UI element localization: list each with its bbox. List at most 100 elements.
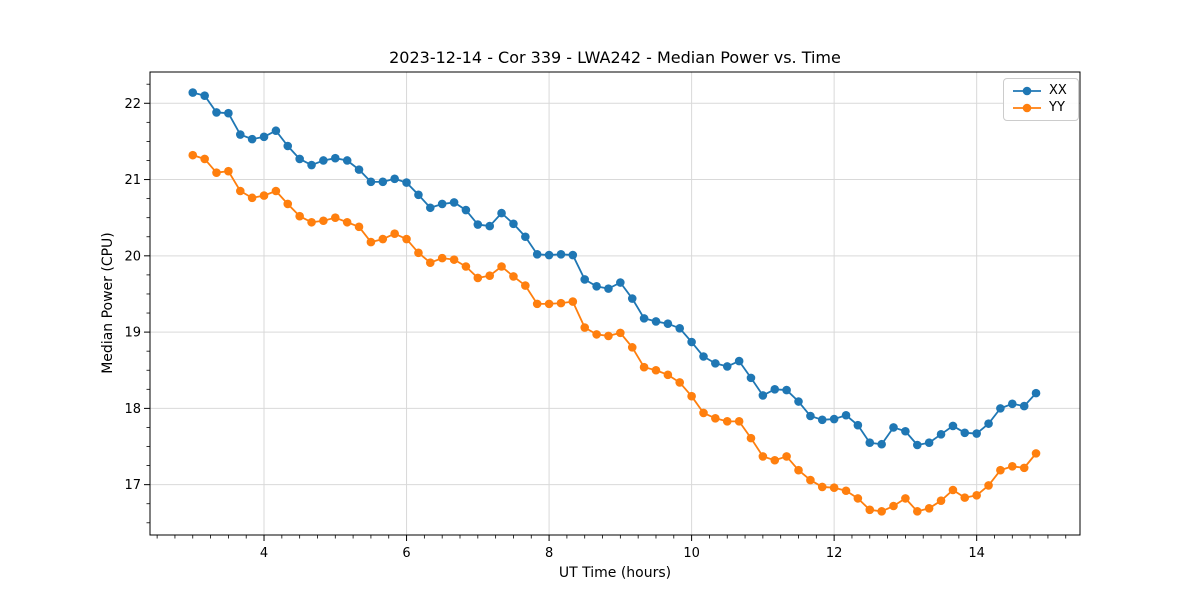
series-yy-marker (604, 331, 613, 341)
series-xx-marker (663, 319, 673, 329)
series-xx-marker (461, 205, 471, 215)
series-yy-marker (271, 186, 281, 196)
series-yy-marker (746, 433, 756, 443)
series-yy-marker (960, 493, 970, 502)
series-yy-marker (295, 211, 304, 221)
series-xx-marker (295, 154, 304, 164)
legend-item-yy: YY (1012, 101, 1067, 115)
series-xx-marker (734, 356, 744, 366)
series-yy-marker (924, 504, 934, 513)
series-xx-marker (200, 91, 209, 100)
series-xx-marker (1031, 388, 1041, 398)
legend-item-xx: XX (1012, 84, 1067, 98)
series-xx-marker (616, 278, 625, 287)
legend-line-sample-yy (1013, 103, 1041, 113)
series-yy-marker (865, 505, 875, 515)
series-xx-marker (889, 423, 898, 432)
series-xx-marker (1008, 399, 1017, 409)
series-xx-marker (330, 153, 340, 163)
series-yy-marker (901, 494, 910, 503)
series-xx-marker (758, 391, 768, 400)
series-yy-marker (580, 323, 590, 332)
series-xx-marker (960, 428, 970, 438)
series-xx-marker (532, 250, 542, 259)
series-xx-marker (283, 141, 293, 151)
series-yy-marker (247, 193, 257, 203)
series-xx-line (192, 91, 1037, 446)
series-yy-marker (390, 229, 399, 239)
series-yy-marker (841, 486, 851, 496)
series-yy-marker (521, 281, 530, 290)
series-xx-marker (473, 220, 483, 229)
series-yy-marker (936, 496, 946, 505)
series-yy-marker (461, 262, 471, 271)
series-yy-marker (437, 253, 447, 263)
series-yy-marker (889, 501, 898, 511)
series-xx-marker (342, 156, 352, 165)
series-xx-marker (188, 88, 198, 97)
series-yy-marker (734, 417, 744, 426)
series-yy-marker (568, 297, 578, 306)
series-xx-marker (627, 294, 637, 303)
series-yy-marker (497, 262, 506, 271)
series-yy-marker (758, 452, 768, 461)
y-tick-label: 22 (124, 97, 141, 112)
y-tick-label: 19 (124, 326, 141, 341)
series-yy-marker (330, 213, 340, 222)
series-yy-marker (473, 273, 483, 283)
series-yy-marker (1008, 462, 1017, 471)
series-xx-marker (319, 156, 328, 165)
series-xx-marker (865, 438, 875, 448)
series-xx-marker (259, 132, 269, 142)
series-yy-marker (853, 494, 863, 503)
series-xx-marker (841, 410, 851, 420)
series-xx-marker (604, 284, 613, 293)
series-yy-marker (532, 299, 542, 309)
series-xx-marker (449, 198, 459, 207)
legend-line-sample-xx (1013, 86, 1041, 96)
series-xx-marker (497, 208, 506, 218)
series-xx-marker (913, 440, 922, 450)
series-yy-marker (782, 452, 791, 461)
x-axis-label: UT Time (hours) (558, 565, 672, 581)
y-tick-label: 17 (124, 478, 141, 493)
chart-title: 2023-12-14 - Cor 339 - LWA242 - Median P… (389, 48, 841, 67)
series-xx-marker (770, 385, 780, 394)
series-yy-marker (639, 362, 649, 372)
series-xx-marker (1019, 401, 1029, 411)
series-yy-marker (556, 298, 566, 308)
y-axis-label: Median Power (CPU) (100, 232, 116, 374)
series-xx-marker (948, 421, 958, 431)
series-yy-marker (449, 255, 459, 264)
series-xx-marker (711, 359, 720, 368)
series-xx-marker (390, 174, 399, 184)
series-yy-marker (200, 154, 209, 164)
series-xx-marker (247, 134, 257, 144)
series-yy-marker (675, 378, 685, 387)
series-yy-marker (770, 455, 780, 465)
x-tick-label: 12 (826, 546, 843, 561)
series-yy-marker (806, 475, 815, 485)
y-tick-label: 20 (124, 249, 141, 264)
series-xx-marker (817, 415, 827, 425)
series-xx-marker (485, 221, 495, 231)
series-xx-marker (224, 108, 233, 118)
x-tick-label: 10 (683, 546, 700, 561)
series-xx-marker (235, 130, 245, 139)
series-xx-marker (853, 420, 863, 430)
series-yy-marker (984, 481, 993, 490)
legend: XX YY (1003, 78, 1079, 121)
series-xx-marker (806, 411, 815, 421)
series-xx-marker (699, 352, 708, 361)
series-xx-marker (509, 219, 518, 229)
x-tick-label: 14 (968, 546, 985, 561)
series-yy-marker (817, 482, 827, 492)
series-xx-marker (901, 426, 910, 436)
series-xx-marker (936, 430, 946, 439)
x-tick-label: 6 (402, 546, 410, 561)
x-tick-label: 4 (260, 546, 268, 561)
series-yy-marker (414, 248, 423, 258)
series-yy-marker (972, 491, 981, 500)
y-tick-label: 18 (124, 402, 141, 417)
